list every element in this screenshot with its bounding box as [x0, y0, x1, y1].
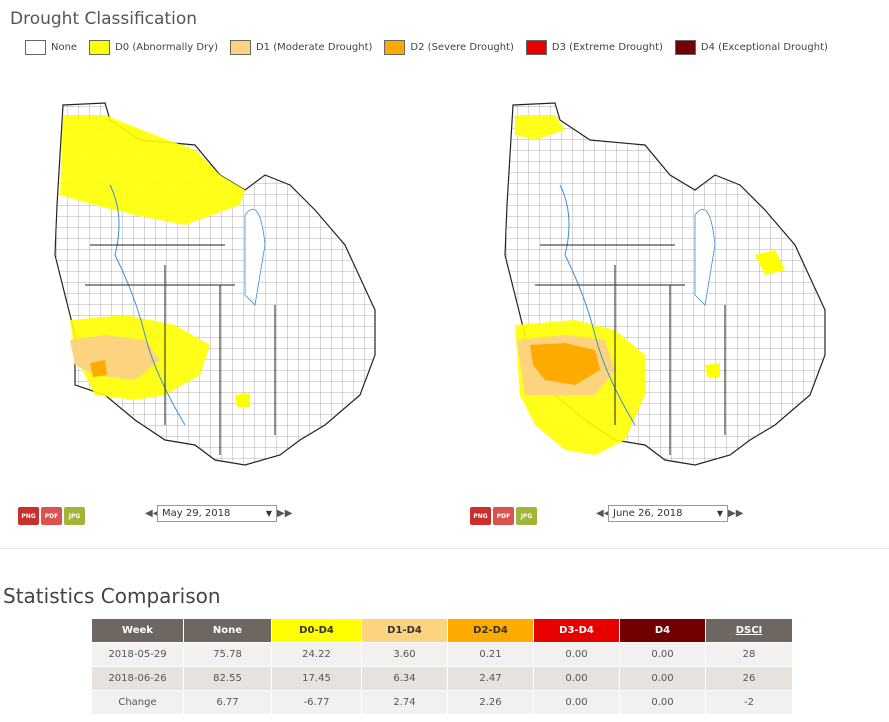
header-dsci[interactable]: DSCI	[705, 618, 793, 643]
chevron-down-icon: ▼	[716, 509, 723, 518]
date-nav-right: ◀◀ June 26, 2018 ▼ ▶▶	[596, 505, 744, 522]
table-cell: 0.00	[533, 690, 620, 715]
table-cell: Change	[91, 690, 184, 715]
table-cell: 6.34	[361, 666, 448, 691]
legend-label-d1: D1 (Moderate Drought)	[255, 42, 373, 53]
legend-label-d3: D3 (Extreme Drought)	[551, 42, 663, 53]
section-divider	[0, 548, 889, 549]
next-date-button-left[interactable]: ▶▶	[277, 508, 293, 519]
table-row: 2018-05-29 75.78 24.22 3.60 0.21 0.00 0.…	[91, 642, 793, 667]
header-d2-d4: D2-D4	[447, 618, 534, 643]
legend-item-d1: D1 (Moderate Drought)	[229, 40, 373, 55]
drought-legend: None D0 (Abnormally Dry) D1 (Moderate Dr…	[25, 40, 840, 55]
header-d4: D4	[619, 618, 706, 643]
date-select-left[interactable]: May 29, 2018 ▼	[157, 505, 277, 522]
export-buttons-right: PNG PDF JPG	[470, 507, 537, 525]
header-d3-d4: D3-D4	[533, 618, 620, 643]
chevron-down-icon: ▼	[265, 509, 272, 518]
header-week: Week	[91, 618, 184, 643]
legend-item-d2: D2 (Severe Drought)	[384, 40, 514, 55]
stats-header-row: Week None D0-D4 D1-D4 D2-D4 D3-D4 D4 DSC…	[91, 618, 793, 643]
header-dsci-link[interactable]: DSCI	[735, 625, 763, 636]
stats-table: Week None D0-D4 D1-D4 D2-D4 D3-D4 D4 DSC…	[91, 618, 793, 715]
next-date-button-right[interactable]: ▶▶	[728, 508, 744, 519]
date-select-right-value: June 26, 2018	[613, 508, 683, 519]
table-cell: 0.00	[533, 666, 620, 691]
legend-item-d4: D4 (Exceptional Drought)	[674, 40, 828, 55]
table-cell: 0.00	[533, 642, 620, 667]
header-none: None	[183, 618, 272, 643]
table-cell: 2.47	[447, 666, 534, 691]
table-row: 2018-06-26 82.55 17.45 6.34 2.47 0.00 0.…	[91, 666, 793, 691]
table-cell: 2.26	[447, 690, 534, 715]
table-cell: 0.00	[619, 642, 706, 667]
date-select-right[interactable]: June 26, 2018 ▼	[608, 505, 728, 522]
page-title: Drought Classification	[10, 9, 197, 29]
table-cell: 2.74	[361, 690, 448, 715]
date-nav-left: ◀◀ May 29, 2018 ▼ ▶▶	[145, 505, 293, 522]
table-cell: 0.00	[619, 690, 706, 715]
drought-map-left-svg	[54, 102, 376, 466]
table-cell: 2018-05-29	[91, 642, 184, 667]
table-cell: 3.60	[361, 642, 448, 667]
table-cell: 24.22	[271, 642, 362, 667]
table-row: Change 6.77 -6.77 2.74 2.26 0.00 0.00 -2	[91, 690, 793, 715]
legend-swatch-d2	[384, 40, 406, 55]
export-pdf-button-right[interactable]: PDF	[493, 507, 514, 525]
table-cell: 0.00	[619, 666, 706, 691]
table-cell: 28	[705, 642, 793, 667]
prev-date-button-left[interactable]: ◀◀	[145, 508, 161, 519]
table-cell: 82.55	[183, 666, 272, 691]
legend-label-d4: D4 (Exceptional Drought)	[700, 42, 828, 53]
table-cell: 26	[705, 666, 793, 691]
export-buttons-left: PNG PDF JPG	[18, 507, 85, 525]
export-jpg-button-left[interactable]: JPG	[64, 507, 85, 525]
legend-label-d0: D0 (Abnormally Dry)	[115, 42, 218, 53]
stats-title: Statistics Comparison	[3, 584, 221, 608]
drought-map-right-svg	[504, 102, 826, 466]
legend-swatch-d3	[525, 40, 547, 55]
table-cell: 6.77	[183, 690, 272, 715]
legend-item-d3: D3 (Extreme Drought)	[525, 40, 663, 55]
table-cell: 17.45	[271, 666, 362, 691]
legend-swatch-none	[25, 40, 46, 55]
table-cell: 2018-06-26	[91, 666, 184, 691]
header-d0-d4: D0-D4	[271, 618, 362, 643]
export-png-button-left[interactable]: PNG	[18, 507, 39, 525]
export-jpg-button-right[interactable]: JPG	[516, 507, 537, 525]
table-cell: -6.77	[271, 690, 362, 715]
table-cell: -2	[705, 690, 793, 715]
legend-item-d0: D0 (Abnormally Dry)	[89, 40, 218, 55]
legend-label-d2: D2 (Severe Drought)	[410, 42, 514, 53]
export-pdf-button-left[interactable]: PDF	[41, 507, 62, 525]
legend-swatch-d0	[89, 40, 111, 55]
header-d1-d4: D1-D4	[361, 618, 448, 643]
legend-swatch-d4	[674, 40, 696, 55]
drought-map-right	[495, 95, 845, 470]
table-cell: 75.78	[183, 642, 272, 667]
drought-map-left	[45, 95, 395, 470]
legend-label-none: None	[51, 42, 78, 53]
date-select-left-value: May 29, 2018	[162, 508, 231, 519]
legend-item-none: None	[25, 40, 77, 55]
prev-date-button-right[interactable]: ◀◀	[596, 508, 612, 519]
legend-swatch-d1	[229, 40, 251, 55]
table-cell: 0.21	[447, 642, 534, 667]
export-png-button-right[interactable]: PNG	[470, 507, 491, 525]
